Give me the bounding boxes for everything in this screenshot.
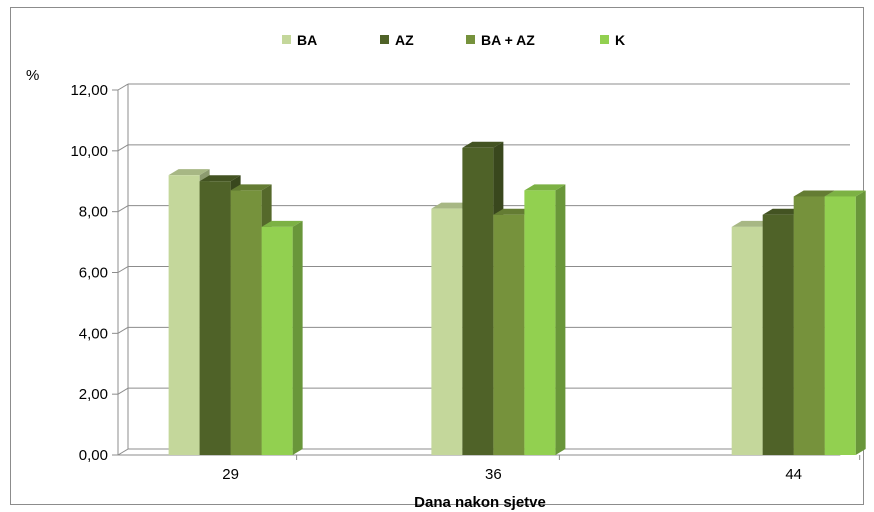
legend-label: BA xyxy=(297,32,317,48)
bar-ba-az xyxy=(493,214,525,455)
y-tick-label: 4,00 xyxy=(79,325,108,342)
y-tick-label: 12,00 xyxy=(70,82,108,99)
legend-swatch xyxy=(600,35,609,44)
legend-swatch xyxy=(380,35,389,44)
bar-side xyxy=(292,220,303,455)
bar-k xyxy=(261,226,293,455)
legend-item: BA xyxy=(282,32,317,48)
bar-top xyxy=(493,208,535,215)
bar-top xyxy=(793,190,835,197)
bar-top xyxy=(524,184,566,191)
bar-top xyxy=(824,190,866,197)
legend-swatch xyxy=(282,35,291,44)
bar-top xyxy=(462,141,504,148)
bar-top xyxy=(199,175,241,182)
y-tick-label: 10,00 xyxy=(70,143,108,160)
bar-ba-az xyxy=(230,190,262,455)
bar-top xyxy=(168,169,210,176)
legend-label: BA + AZ xyxy=(481,32,535,48)
bar-top xyxy=(230,184,272,191)
x-tick-label: 44 xyxy=(785,466,802,483)
bar-ba xyxy=(168,175,200,455)
legend-item: AZ xyxy=(380,32,414,48)
bar-az xyxy=(762,214,794,455)
legend-item: BA + AZ xyxy=(466,32,535,48)
gridline-perspective xyxy=(117,448,129,456)
bar-k xyxy=(524,190,556,455)
y-tick-label: 8,00 xyxy=(79,204,108,221)
bar-ba xyxy=(431,208,463,455)
gridline-perspective xyxy=(117,266,129,273)
bar-ba-az xyxy=(793,196,825,456)
bars xyxy=(168,141,866,456)
gridline-perspective xyxy=(117,83,129,91)
legend-swatch xyxy=(466,35,475,44)
y-tick-label: 2,00 xyxy=(79,386,108,403)
gridline-perspective xyxy=(117,144,129,152)
y-tick-labels: 0,00 2,00 4,00 6,00 8,00 10,00 12,00 xyxy=(70,82,108,464)
x-tick-label: 36 xyxy=(485,466,502,483)
legend: BA AZ BA + AZ K xyxy=(282,32,625,48)
bar-az xyxy=(462,147,494,455)
legend-item: K xyxy=(600,32,625,48)
bar-top xyxy=(431,202,473,209)
bar-k xyxy=(824,196,856,456)
x-tick-label: 29 xyxy=(222,466,239,483)
bar-side xyxy=(855,190,866,456)
bar-top xyxy=(261,220,303,227)
gridline-perspective xyxy=(117,205,129,213)
bar-az xyxy=(199,181,231,455)
gridline-perspective xyxy=(117,387,129,395)
legend-label: K xyxy=(615,32,625,48)
bar-side xyxy=(555,184,566,455)
x-tick-labels: 29 36 44 xyxy=(222,466,802,483)
y-tick-label: 0,00 xyxy=(79,447,108,464)
gridline-perspective xyxy=(117,326,129,334)
legend-label: AZ xyxy=(395,32,414,48)
y-axis-label: % xyxy=(26,67,39,84)
y-tick-label: 6,00 xyxy=(79,265,108,282)
bar-ba xyxy=(731,226,763,455)
x-axis-label: Dana nakon sjetve xyxy=(414,494,546,511)
bar-top xyxy=(731,220,773,227)
bar-top xyxy=(762,208,804,215)
